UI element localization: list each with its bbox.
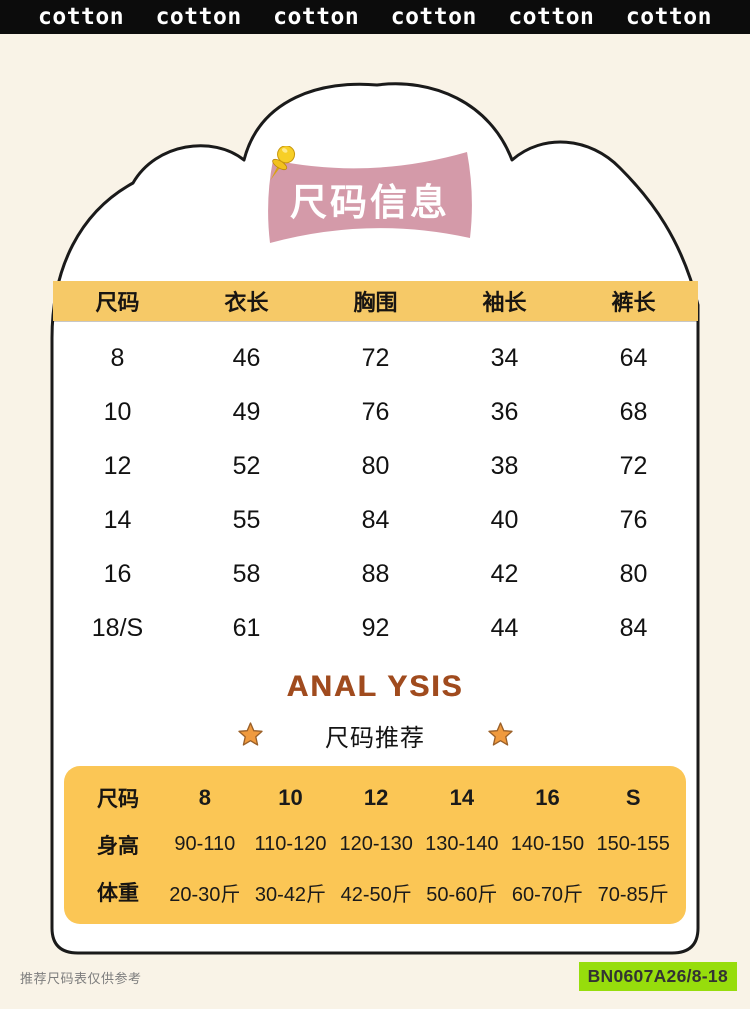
recommend-heading: 尺码推荐 [0, 715, 750, 753]
footer-note: 推荐尺码表仅供参考 [20, 971, 142, 986]
brand-logo-text: cotton [390, 4, 477, 30]
recommend-table-row: 尺码 8 10 12 14 16 S [74, 774, 676, 821]
recommend-cell: 14 [449, 784, 475, 810]
size-table-row: 12 52 80 38 72 [53, 439, 698, 493]
size-table-cell: 64 [619, 343, 648, 372]
size-table-cell: 84 [361, 505, 390, 534]
size-table-cell: 16 [103, 559, 132, 588]
recommend-cell: 30-42斤 [254, 883, 327, 906]
recommend-row-label: 身高 [97, 834, 139, 858]
size-table-body: 8 46 72 34 64 10 49 76 36 68 12 52 80 38 72 14 55 84 40 76 1… [53, 331, 698, 655]
size-table-row: 10 49 76 36 68 [53, 385, 698, 439]
size-table-header-cell: 裤长 [611, 290, 656, 315]
banner-title: 尺码信息 [290, 182, 450, 223]
recommend-cell: 20-30斤 [169, 883, 241, 906]
size-table-cell: 76 [619, 505, 648, 534]
size-table-row: 14 55 84 40 76 [53, 493, 698, 547]
size-table-cell: 61 [232, 613, 261, 642]
recommend-cell: 10 [278, 784, 303, 810]
brand-bar: cotton cotton cotton cotton cotton cotton [0, 0, 750, 34]
recommend-cell: 16 [535, 784, 560, 810]
analysis-title: ANAL YSIS [286, 670, 464, 703]
size-table-cell: 84 [619, 613, 648, 642]
recommend-row-label: 体重 [97, 882, 139, 906]
size-table-cell: 80 [619, 559, 648, 588]
size-table-cell: 10 [103, 397, 132, 426]
size-table-cell: 42 [490, 559, 519, 588]
brand-logo-text: cotton [508, 4, 595, 30]
size-table-header-cell: 衣长 [224, 290, 269, 315]
size-table-header: 尺码 衣长 胸围 袖长 裤长 [53, 281, 698, 321]
size-table-cell: 76 [361, 397, 390, 426]
size-info-banner: 尺码信息 [265, 146, 475, 244]
recommend-table: 尺码 8 10 12 14 16 S 身高 90-110 110-120 120-130 130-14… [64, 766, 686, 924]
size-table-cell: 8 [110, 343, 125, 372]
size-table-cell: 46 [232, 343, 261, 372]
recommend-cell: 150-155 [596, 833, 670, 856]
recommend-cell: 12 [363, 784, 389, 810]
size-table-row: 8 46 72 34 64 [53, 331, 698, 385]
size-table-cell: 12 [103, 451, 132, 480]
recommend-table-row: 体重 20-30斤 30-42斤 42-50斤 50-60斤 60-70斤 70-85斤 [74, 869, 676, 916]
recommend-cell: 60-70斤 [511, 883, 584, 906]
size-table-cell: 44 [490, 613, 519, 642]
size-table-row: 16 58 88 42 80 [53, 547, 698, 601]
recommend-cell: S [625, 784, 641, 810]
size-table-header-cell: 胸围 [353, 290, 398, 315]
pushpin-icon [270, 146, 296, 181]
size-table-cell: 18/S [91, 613, 144, 642]
size-table-cell: 72 [619, 451, 648, 480]
brand-logo-text: cotton [273, 4, 360, 30]
size-table-cell: 88 [361, 559, 390, 588]
recommend-cell: 140-150 [510, 833, 585, 856]
recommend-table-row: 身高 90-110 110-120 120-130 130-140 140-150 150-… [74, 821, 676, 868]
size-table-cell: 49 [232, 397, 261, 426]
size-table-cell: 80 [361, 451, 390, 480]
size-table-cell: 36 [490, 397, 519, 426]
size-table-cell: 72 [361, 343, 390, 372]
size-table-row: 18/S 61 92 44 84 [53, 601, 698, 655]
recommend-cell: 120-130 [339, 833, 413, 856]
star-icon [238, 722, 263, 746]
banner-ribbon-shape [268, 152, 472, 243]
size-table-cell: 92 [361, 613, 390, 642]
size-table-header-cell: 袖长 [482, 290, 527, 315]
star-icon [488, 722, 513, 746]
recommend-row-label: 尺码 [97, 787, 139, 811]
brand-logo-text: cotton [625, 4, 712, 30]
size-table-cell: 58 [232, 559, 261, 588]
brand-logo-text: cotton [38, 4, 125, 30]
size-table-cell: 14 [103, 505, 132, 534]
size-table-cell: 52 [232, 451, 261, 480]
recommend-cell: 70-85斤 [597, 883, 669, 906]
recommend-cell: 42-50斤 [340, 883, 412, 906]
recommend-cell: 110-120 [254, 833, 327, 856]
recommend-cell: 50-60斤 [426, 883, 498, 906]
recommend-cell: 130-140 [425, 833, 499, 856]
size-table-cell: 40 [490, 505, 519, 534]
size-table-cell: 34 [490, 343, 519, 372]
recommend-cell: 90-110 [174, 833, 236, 856]
sku-badge: BN0607A26/8-18 [578, 962, 737, 991]
recommend-cell: 8 [198, 784, 211, 810]
size-table-cell: 68 [619, 397, 648, 426]
size-table-header-cell: 尺码 [95, 290, 140, 315]
size-table-cell: 38 [490, 451, 519, 480]
size-table-cell: 55 [232, 505, 261, 534]
recommend-subtitle: 尺码推荐 [325, 725, 425, 752]
brand-logo-text: cotton [155, 4, 242, 30]
